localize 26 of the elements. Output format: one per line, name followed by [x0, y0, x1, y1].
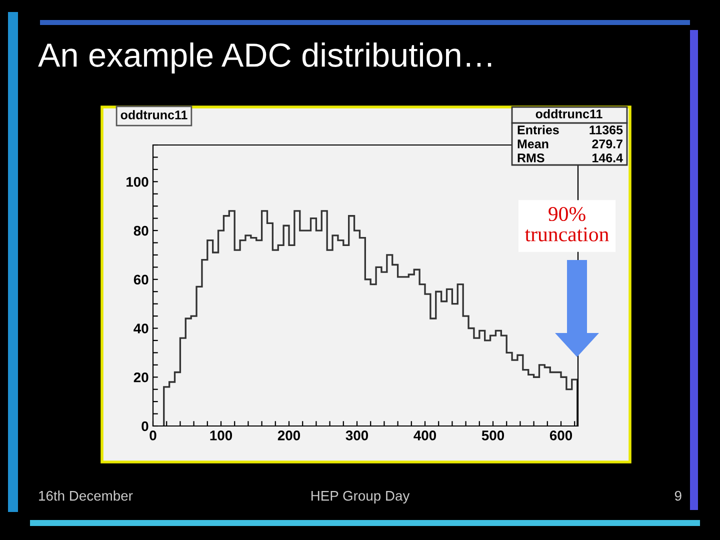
y-tick-label: 20	[134, 372, 148, 382]
text: 9	[674, 490, 682, 501]
annotation: RMS	[518, 154, 544, 162]
y-tick-label: 60	[134, 274, 148, 285]
text: 146.4	[592, 154, 623, 162]
text: 16th December	[39, 490, 133, 501]
x-tick-label: 0	[150, 430, 156, 440]
annotation: 90% truncation	[524, 206, 609, 242]
annotation: Mean	[518, 140, 548, 148]
text: oddtrunc11	[536, 109, 602, 118]
x-tick-label: 200	[278, 430, 300, 440]
text: 11365	[590, 126, 623, 134]
y-tick-label: 0	[142, 421, 148, 432]
x-tick-label: 400	[414, 430, 436, 440]
text: Entries	[518, 125, 559, 134]
x-tick-label: 500	[482, 430, 504, 440]
y-tick-label: 80	[134, 226, 148, 236]
chart-subtitle: oddtrunc11	[120, 110, 188, 120]
x-tick-label: 300	[346, 430, 368, 440]
y-tick-label: 100	[126, 176, 148, 187]
x-tick-label: 600	[550, 430, 572, 440]
chart-title: An example ADC distribution…	[38, 42, 492, 74]
x-tick-label: 100	[210, 430, 232, 440]
text: HEP Group Day	[311, 490, 410, 504]
text: 279.7	[592, 140, 622, 148]
y-tick-label: 40	[134, 324, 148, 334]
